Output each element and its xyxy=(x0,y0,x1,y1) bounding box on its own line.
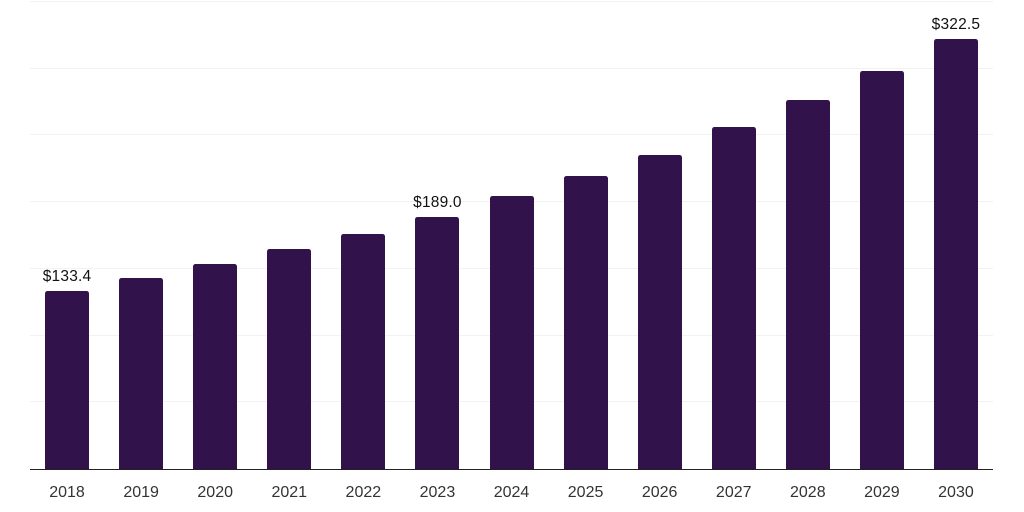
bar-2030[interactable] xyxy=(933,38,978,469)
x-axis-line xyxy=(30,468,993,470)
bar-2020[interactable] xyxy=(193,264,238,469)
x-tick-2024: 2024 xyxy=(493,484,530,501)
gridline-350 xyxy=(30,1,993,2)
x-tick-2019: 2019 xyxy=(123,484,159,501)
bar-2029[interactable] xyxy=(859,71,904,469)
gridline-250 xyxy=(30,134,993,136)
x-tick-2027: 2027 xyxy=(715,484,752,501)
bar-2018[interactable] xyxy=(45,291,90,469)
x-tick-2026: 2026 xyxy=(641,484,678,501)
gridline-300 xyxy=(30,67,993,69)
x-tick-2029: 2029 xyxy=(864,484,900,501)
plot-area: $133.4 $189.0 $322.5 xyxy=(30,1,993,470)
value-label-2018: $133.4 xyxy=(42,268,92,286)
bar-2028[interactable] xyxy=(785,100,830,469)
bar-2021[interactable] xyxy=(267,249,312,469)
bar-2019[interactable] xyxy=(119,277,164,469)
x-tick-2030: 2030 xyxy=(938,484,974,501)
bar-2022[interactable] xyxy=(341,234,386,469)
x-tick-2023: 2023 xyxy=(419,484,456,501)
x-tick-2022: 2022 xyxy=(345,484,382,501)
bar-2026[interactable] xyxy=(637,154,682,469)
x-tick-2028: 2028 xyxy=(790,484,826,501)
value-label-2023: $189.0 xyxy=(413,193,462,211)
x-tick-2025: 2025 xyxy=(567,484,604,501)
value-label-2030: $322.5 xyxy=(931,15,981,33)
bar-2027[interactable] xyxy=(711,127,756,469)
bar-2025[interactable] xyxy=(563,176,608,469)
x-tick-2021: 2021 xyxy=(271,484,308,501)
x-tick-2020: 2020 xyxy=(197,484,233,501)
bar-2023[interactable] xyxy=(415,216,460,469)
bar-2024[interactable] xyxy=(489,196,534,469)
x-tick-2018: 2018 xyxy=(49,484,85,501)
